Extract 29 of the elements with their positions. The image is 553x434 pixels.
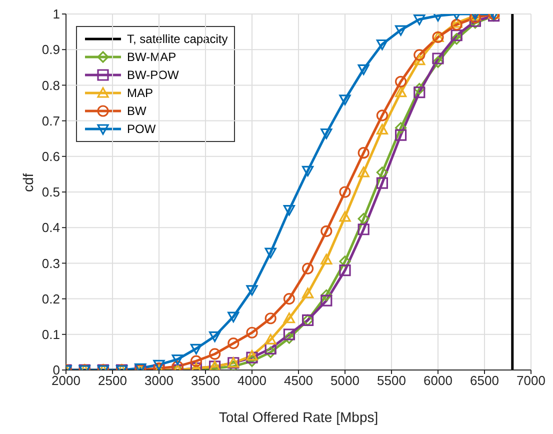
x-tick-label: 6000 bbox=[424, 373, 452, 388]
y-tick-label: 0.8 bbox=[42, 78, 60, 93]
y-tick-label: 1 bbox=[52, 6, 60, 22]
y-tick-label: 0.9 bbox=[42, 42, 60, 58]
x-axis-title: Total Offered Rate [Mbps] bbox=[218, 409, 378, 425]
x-tick-label: 2000 bbox=[52, 373, 80, 388]
x-tick-label: 4000 bbox=[238, 373, 266, 388]
legend-label: BW-MAP bbox=[127, 50, 176, 64]
y-tick-label: 0.1 bbox=[42, 327, 60, 342]
x-tick-label: 3500 bbox=[191, 373, 220, 388]
x-tick-label: 7000 bbox=[516, 373, 546, 388]
x-tick-label: 5500 bbox=[377, 373, 406, 388]
x-tick-label: 6500 bbox=[470, 373, 499, 388]
x-tick-label: 2500 bbox=[98, 373, 127, 388]
x-tick-label: 4500 bbox=[284, 373, 313, 388]
legend-label: MAP bbox=[127, 86, 154, 100]
y-tick-label: 0.4 bbox=[42, 220, 60, 236]
y-tick-label: 0.5 bbox=[42, 184, 60, 200]
x-tick-label: 3000 bbox=[144, 373, 174, 388]
legend-label: T, satellite capacity bbox=[127, 32, 228, 46]
legend-label: BW-POW bbox=[127, 68, 179, 82]
legend-label: BW bbox=[127, 104, 146, 118]
y-tick-label: 0.6 bbox=[42, 149, 60, 164]
y-tick-label: 0.3 bbox=[42, 256, 60, 271]
y-tick-label: 0.7 bbox=[42, 113, 60, 128]
x-tick-label: 5000 bbox=[330, 373, 360, 388]
y-axis-title: cdf bbox=[20, 173, 36, 192]
y-tick-label: 0.2 bbox=[42, 291, 60, 306]
legend-label: POW bbox=[127, 122, 156, 136]
